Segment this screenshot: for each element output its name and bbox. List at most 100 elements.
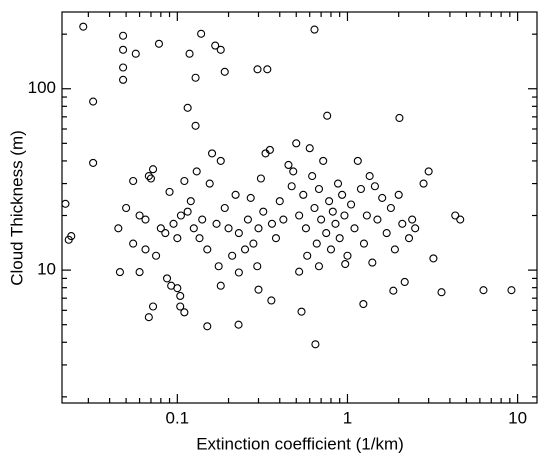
point (180, 176, 189, 186)
point (154, 39, 164, 48)
point (129, 239, 138, 248)
point (89, 97, 98, 106)
point (365, 172, 374, 181)
point (284, 160, 293, 170)
point (419, 179, 428, 188)
point (328, 207, 337, 216)
point (395, 113, 404, 123)
point (299, 190, 308, 199)
point (275, 197, 284, 206)
point (212, 219, 221, 228)
point (437, 288, 446, 297)
point (319, 156, 328, 165)
point (61, 199, 70, 208)
point (224, 224, 233, 233)
point (256, 174, 265, 183)
point (180, 308, 189, 317)
point (314, 184, 324, 194)
point (378, 193, 387, 202)
point (292, 139, 301, 148)
point (267, 296, 276, 305)
point (173, 234, 182, 243)
point (323, 111, 332, 120)
point (326, 245, 336, 254)
point (216, 156, 225, 165)
point (64, 235, 73, 244)
point (203, 322, 212, 331)
x-axis-title: Extinction coefficient (1/km) (196, 434, 404, 453)
point (192, 167, 201, 176)
point (347, 200, 356, 209)
point (265, 145, 274, 154)
point (144, 313, 153, 322)
point (234, 229, 243, 238)
point (350, 224, 359, 233)
point (279, 215, 288, 224)
point (404, 234, 414, 243)
point (189, 224, 198, 233)
point (191, 121, 200, 130)
point (343, 251, 352, 260)
point (370, 182, 379, 191)
point (310, 25, 319, 34)
point (389, 286, 398, 295)
point (141, 245, 150, 254)
x-tick-label: 10 (508, 408, 527, 427)
point (243, 215, 252, 224)
point (197, 29, 206, 38)
point (146, 174, 156, 183)
point (211, 41, 220, 50)
point (89, 158, 98, 167)
point (249, 239, 258, 248)
point (373, 215, 382, 224)
point (400, 277, 409, 287)
point (386, 203, 395, 213)
point (214, 262, 223, 271)
point (267, 219, 277, 228)
point (331, 219, 340, 228)
point (135, 211, 144, 220)
point (198, 215, 207, 224)
point (246, 193, 255, 202)
point (119, 63, 128, 72)
point (271, 234, 281, 243)
point (359, 299, 368, 309)
point (308, 172, 317, 181)
point (216, 45, 225, 54)
point (165, 187, 174, 196)
point (394, 190, 403, 199)
point (314, 262, 324, 271)
point (148, 302, 158, 311)
point (79, 22, 88, 31)
point (203, 245, 212, 254)
point (234, 268, 243, 277)
point (356, 184, 365, 194)
point (408, 215, 417, 224)
point (220, 203, 229, 213)
point (429, 254, 438, 263)
point (156, 224, 165, 233)
point (183, 103, 192, 112)
point (341, 259, 350, 269)
point (322, 229, 331, 238)
point (333, 179, 343, 188)
point (176, 211, 185, 220)
point (507, 286, 516, 295)
point (205, 179, 214, 188)
point (152, 251, 161, 260)
point (335, 234, 344, 243)
point (289, 167, 298, 176)
point (253, 262, 262, 271)
point (119, 45, 128, 54)
point (424, 167, 433, 176)
point (186, 197, 195, 206)
x-tick-label: 0.1 (166, 408, 190, 427)
point (411, 224, 420, 233)
point (295, 267, 304, 276)
point (263, 65, 272, 74)
y-axis-title: Cloud Thickness (m) (7, 130, 26, 286)
point (303, 251, 312, 260)
point (317, 215, 326, 224)
point (259, 207, 268, 216)
